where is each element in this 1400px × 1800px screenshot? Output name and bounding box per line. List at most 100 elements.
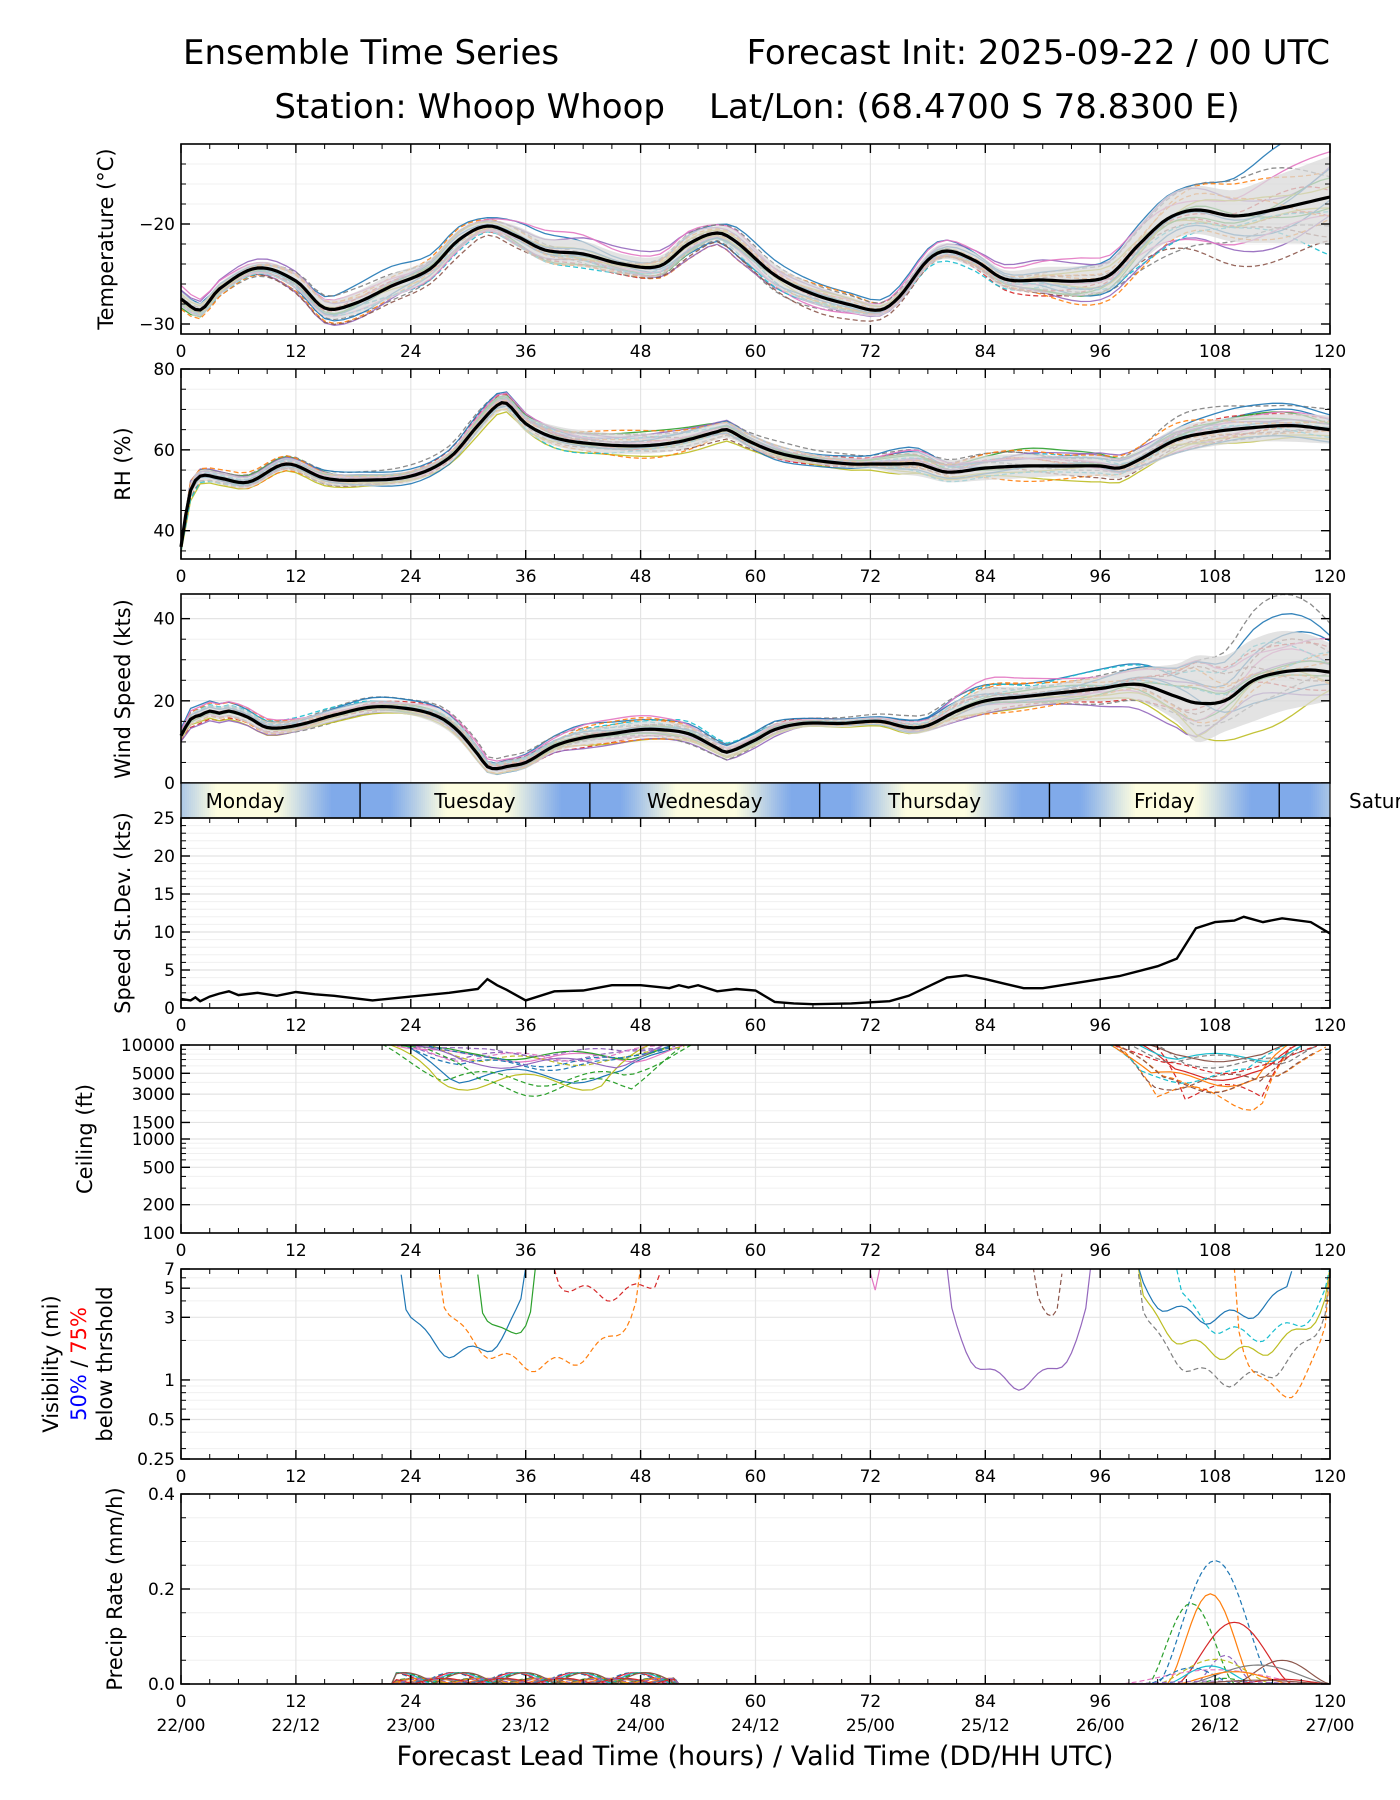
day-bar-gradient-slice: [335, 783, 338, 818]
day-bar-gradient-slice: [673, 783, 676, 818]
day-bar-gradient-slice: [863, 783, 866, 818]
day-bar-gradient-slice: [897, 783, 900, 818]
day-bar-gradient-slice: [925, 783, 928, 818]
day-bar-gradient-slice: [761, 783, 764, 818]
day-bar-gradient-slice: [403, 783, 406, 818]
day-bar-gradient-slice: [185, 783, 188, 818]
day-bar-gradient-slice: [893, 783, 896, 818]
day-bar-gradient-slice: [253, 783, 256, 818]
day-bar-gradient-slice: [755, 783, 758, 818]
day-bar-gradient-slice: [337, 783, 340, 818]
day-bar-gradient-slice: [753, 783, 756, 818]
rh-xtick-label: 60: [745, 567, 767, 587]
day-bar-gradient-slice: [593, 783, 596, 818]
day-bar-gradient-slice: [615, 783, 618, 818]
precip-ytick-label: 0.4: [148, 1485, 175, 1505]
ceiling-member-line: [1155, 1045, 1319, 1069]
day-bar-gradient-slice: [1247, 783, 1250, 818]
day-bar-gradient-slice: [791, 783, 794, 818]
temperature-spread: [181, 156, 1330, 319]
day-bar-gradient-slice: [869, 783, 872, 818]
day-bar-gradient-slice: [231, 783, 234, 818]
day-bar-gradient-slice: [1197, 783, 1200, 818]
station-latlon: Lat/Lon: (68.4700 S 78.8300 E): [709, 87, 1240, 127]
day-bar-gradient-slice: [1199, 783, 1202, 818]
temperature-ytick-label: −20: [139, 215, 175, 235]
day-bar-gradient-slice: [529, 783, 532, 818]
day-bar-gradient-slice: [467, 783, 470, 818]
day-bar-gradient-slice: [187, 783, 190, 818]
day-bar-gradient-slice: [419, 783, 422, 818]
day-bar-gradient-slice: [759, 783, 762, 818]
day-bar-gradient-slice: [723, 783, 726, 818]
day-bar-gradient-slice: [227, 783, 230, 818]
day-bar-gradient-slice: [973, 783, 976, 818]
ceiling-member-line: [1148, 1045, 1288, 1063]
day-bar-gradient-slice: [689, 783, 692, 818]
day-bar-gradient-slice: [609, 783, 612, 818]
day-bar-gradient-slice: [747, 783, 750, 818]
day-bar-gradient-slice: [603, 783, 606, 818]
day-bar-gradient-slice: [435, 783, 438, 818]
precip-xtick-label: 72: [860, 1692, 882, 1712]
day-bar-gradient-slice: [1185, 783, 1188, 818]
day-bar-gradient-slice: [481, 783, 484, 818]
precip-member-line: [353, 1664, 1330, 1684]
day-bar-gradient-slice: [591, 783, 594, 818]
day-bar-gradient-slice: [261, 783, 264, 818]
day-bar-gradient-slice: [621, 783, 624, 818]
day-bar-gradient-slice: [1027, 783, 1030, 818]
day-bar-gradient-slice: [1155, 783, 1158, 818]
day-bar-gradient-slice: [1241, 783, 1244, 818]
rh-xtick-label: 72: [860, 567, 882, 587]
day-bar-gradient-slice: [1053, 783, 1056, 818]
ceiling-ytick-label: 1500: [132, 1113, 175, 1133]
day-bar-gradient-slice: [1041, 783, 1044, 818]
day-bar-gradient-slice: [333, 783, 336, 818]
day-bar-gradient-slice: [985, 783, 988, 818]
day-bar-gradient-slice: [1069, 783, 1072, 818]
day-bar-gradient-slice: [383, 783, 386, 818]
day-bar-gradient-slice: [729, 783, 732, 818]
day-bar-gradient-slice: [301, 783, 304, 818]
temperature-xtick-label: 0: [176, 342, 187, 362]
day-bar-gradient-slice: [651, 783, 654, 818]
day-bar-gradient-slice: [311, 783, 314, 818]
day-bar-gradient-slice: [845, 783, 848, 818]
day-bar-gradient-slice: [181, 783, 184, 818]
visibility-ytick-label: 3: [164, 1308, 175, 1328]
day-bar-gradient-slice: [1177, 783, 1180, 818]
wind-panel: 40 20 0 Wind Speed (kts): [111, 593, 1331, 794]
day-bar-gradient-slice: [1283, 783, 1286, 818]
day-bar-gradient-slice: [341, 783, 344, 818]
day-bar-gradient-slice: [275, 783, 278, 818]
stdev-panel: 25 20 15 10 5 0 0 12 24 36 48 60 72 84 96 108 120 Speed…: [111, 809, 1346, 1036]
day-bar-gradient-slice: [751, 783, 754, 818]
day-bar-gradient-slice: [299, 783, 302, 818]
day-bar-gradient-slice: [209, 783, 212, 818]
precip-ytick-label: 0.2: [148, 1580, 175, 1600]
day-bar-gradient-slice: [437, 783, 440, 818]
day-bar-gradient-slice: [321, 783, 324, 818]
visibility-xtick-label: 60: [745, 1467, 767, 1487]
day-bar-gradient-slice: [523, 783, 526, 818]
day-bar-gradient-slice: [967, 783, 970, 818]
day-bar-gradient-slice: [695, 783, 698, 818]
day-bar-gradient-slice: [909, 783, 912, 818]
day-bar-gradient-slice: [1259, 783, 1262, 818]
day-bar-gradient-slice: [1031, 783, 1034, 818]
day-bar-gradient-slice: [1305, 783, 1308, 818]
visibility-member-line: [1233, 1269, 1330, 1399]
temperature-xtick-label: 60: [745, 342, 767, 362]
visibility-member-line: [400, 1269, 527, 1359]
rh-grid: [180, 368, 1331, 559]
precip-xtick-label: 12: [285, 1692, 307, 1712]
precip-yticks: 0.4 0.2 0.0: [148, 1485, 1330, 1695]
wind-ylabel: Wind Speed (kts): [111, 599, 135, 779]
day-bar-gradient-slice: [1093, 783, 1096, 818]
ceiling-member-line: [417, 1045, 668, 1057]
day-bar-gradient-slice: [705, 783, 708, 818]
day-bar-gradient-slice: [1055, 783, 1058, 818]
day-bar-gradient-slice: [687, 783, 690, 818]
